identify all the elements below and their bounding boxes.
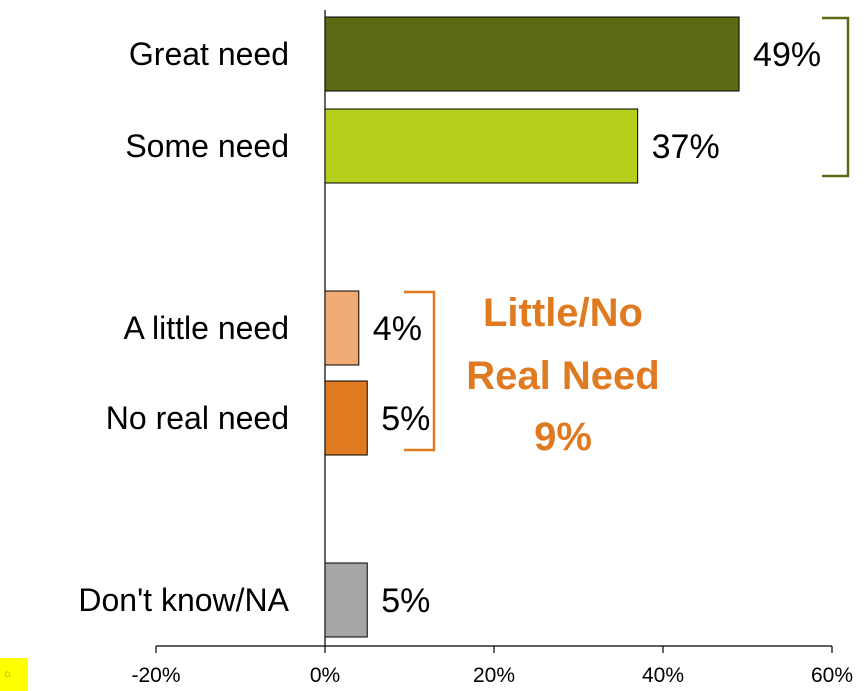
x-tick-label: 40% bbox=[642, 664, 684, 687]
data-label: 5% bbox=[381, 582, 430, 620]
data-label: 37% bbox=[652, 128, 720, 166]
group-label-line: Real Need bbox=[466, 354, 659, 398]
great-some-bracket bbox=[822, 16, 850, 178]
corner-logo-mark: ☼ bbox=[0, 658, 28, 691]
bar bbox=[324, 108, 639, 184]
data-label: 4% bbox=[373, 310, 422, 348]
category-label: Don't know/NA bbox=[78, 582, 289, 618]
value-labels: 49% 37% 4% 5% 5% bbox=[373, 36, 821, 620]
x-tick-label: 0% bbox=[310, 664, 340, 687]
x-tick-label: -20% bbox=[131, 664, 180, 687]
x-tick-label: 20% bbox=[473, 664, 515, 687]
x-tick-label: 60% bbox=[811, 664, 853, 687]
group-label-line: Little/No bbox=[483, 291, 643, 335]
data-label: 5% bbox=[381, 400, 430, 438]
category-label: Great need bbox=[129, 36, 289, 72]
bar bbox=[324, 16, 740, 92]
bar bbox=[324, 562, 368, 638]
category-labels: Great need Some need A little need No real … bbox=[78, 36, 289, 618]
category-label: A little need bbox=[124, 310, 289, 346]
category-label: No real need bbox=[106, 400, 289, 436]
bars bbox=[324, 16, 740, 638]
little-no-bracket bbox=[404, 290, 436, 452]
group-brackets: Little/No Real Need 9% bbox=[404, 16, 850, 459]
category-label: Some need bbox=[125, 128, 289, 164]
group-label-line: 9% bbox=[534, 415, 592, 459]
bar bbox=[324, 380, 368, 456]
bar bbox=[324, 290, 360, 366]
x-tick-labels: -20% 0% 20% 40% 60% bbox=[131, 664, 853, 687]
data-label: 49% bbox=[753, 36, 821, 74]
